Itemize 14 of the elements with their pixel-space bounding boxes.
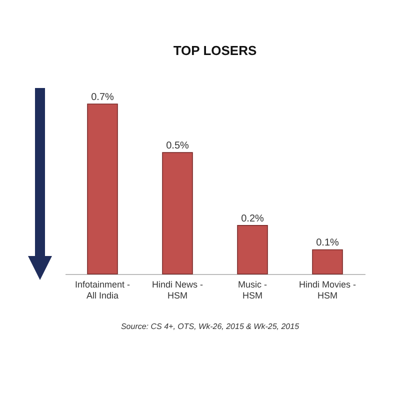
chart-title: TOP LOSERS xyxy=(173,43,257,58)
bar xyxy=(87,104,118,274)
x-tick-label: Hindi Movies - HSM xyxy=(298,280,356,300)
bar xyxy=(312,249,343,274)
data-label: 0.1% xyxy=(316,238,340,249)
source-note: Source: CS 4+, OTS, Wk-26, 2015 & Wk-25, 2015 xyxy=(120,322,300,331)
x-tick-label: Infotainment - All India xyxy=(74,280,130,300)
x-tick-label: Music - HSM xyxy=(238,280,267,300)
data-label: 0.2% xyxy=(241,213,264,224)
x-tick-label: Hindi News - HSM xyxy=(152,280,204,300)
data-label: 0.7% xyxy=(91,92,114,103)
data-label: 0.5% xyxy=(166,140,190,152)
bar xyxy=(237,225,268,274)
bar xyxy=(162,152,193,274)
